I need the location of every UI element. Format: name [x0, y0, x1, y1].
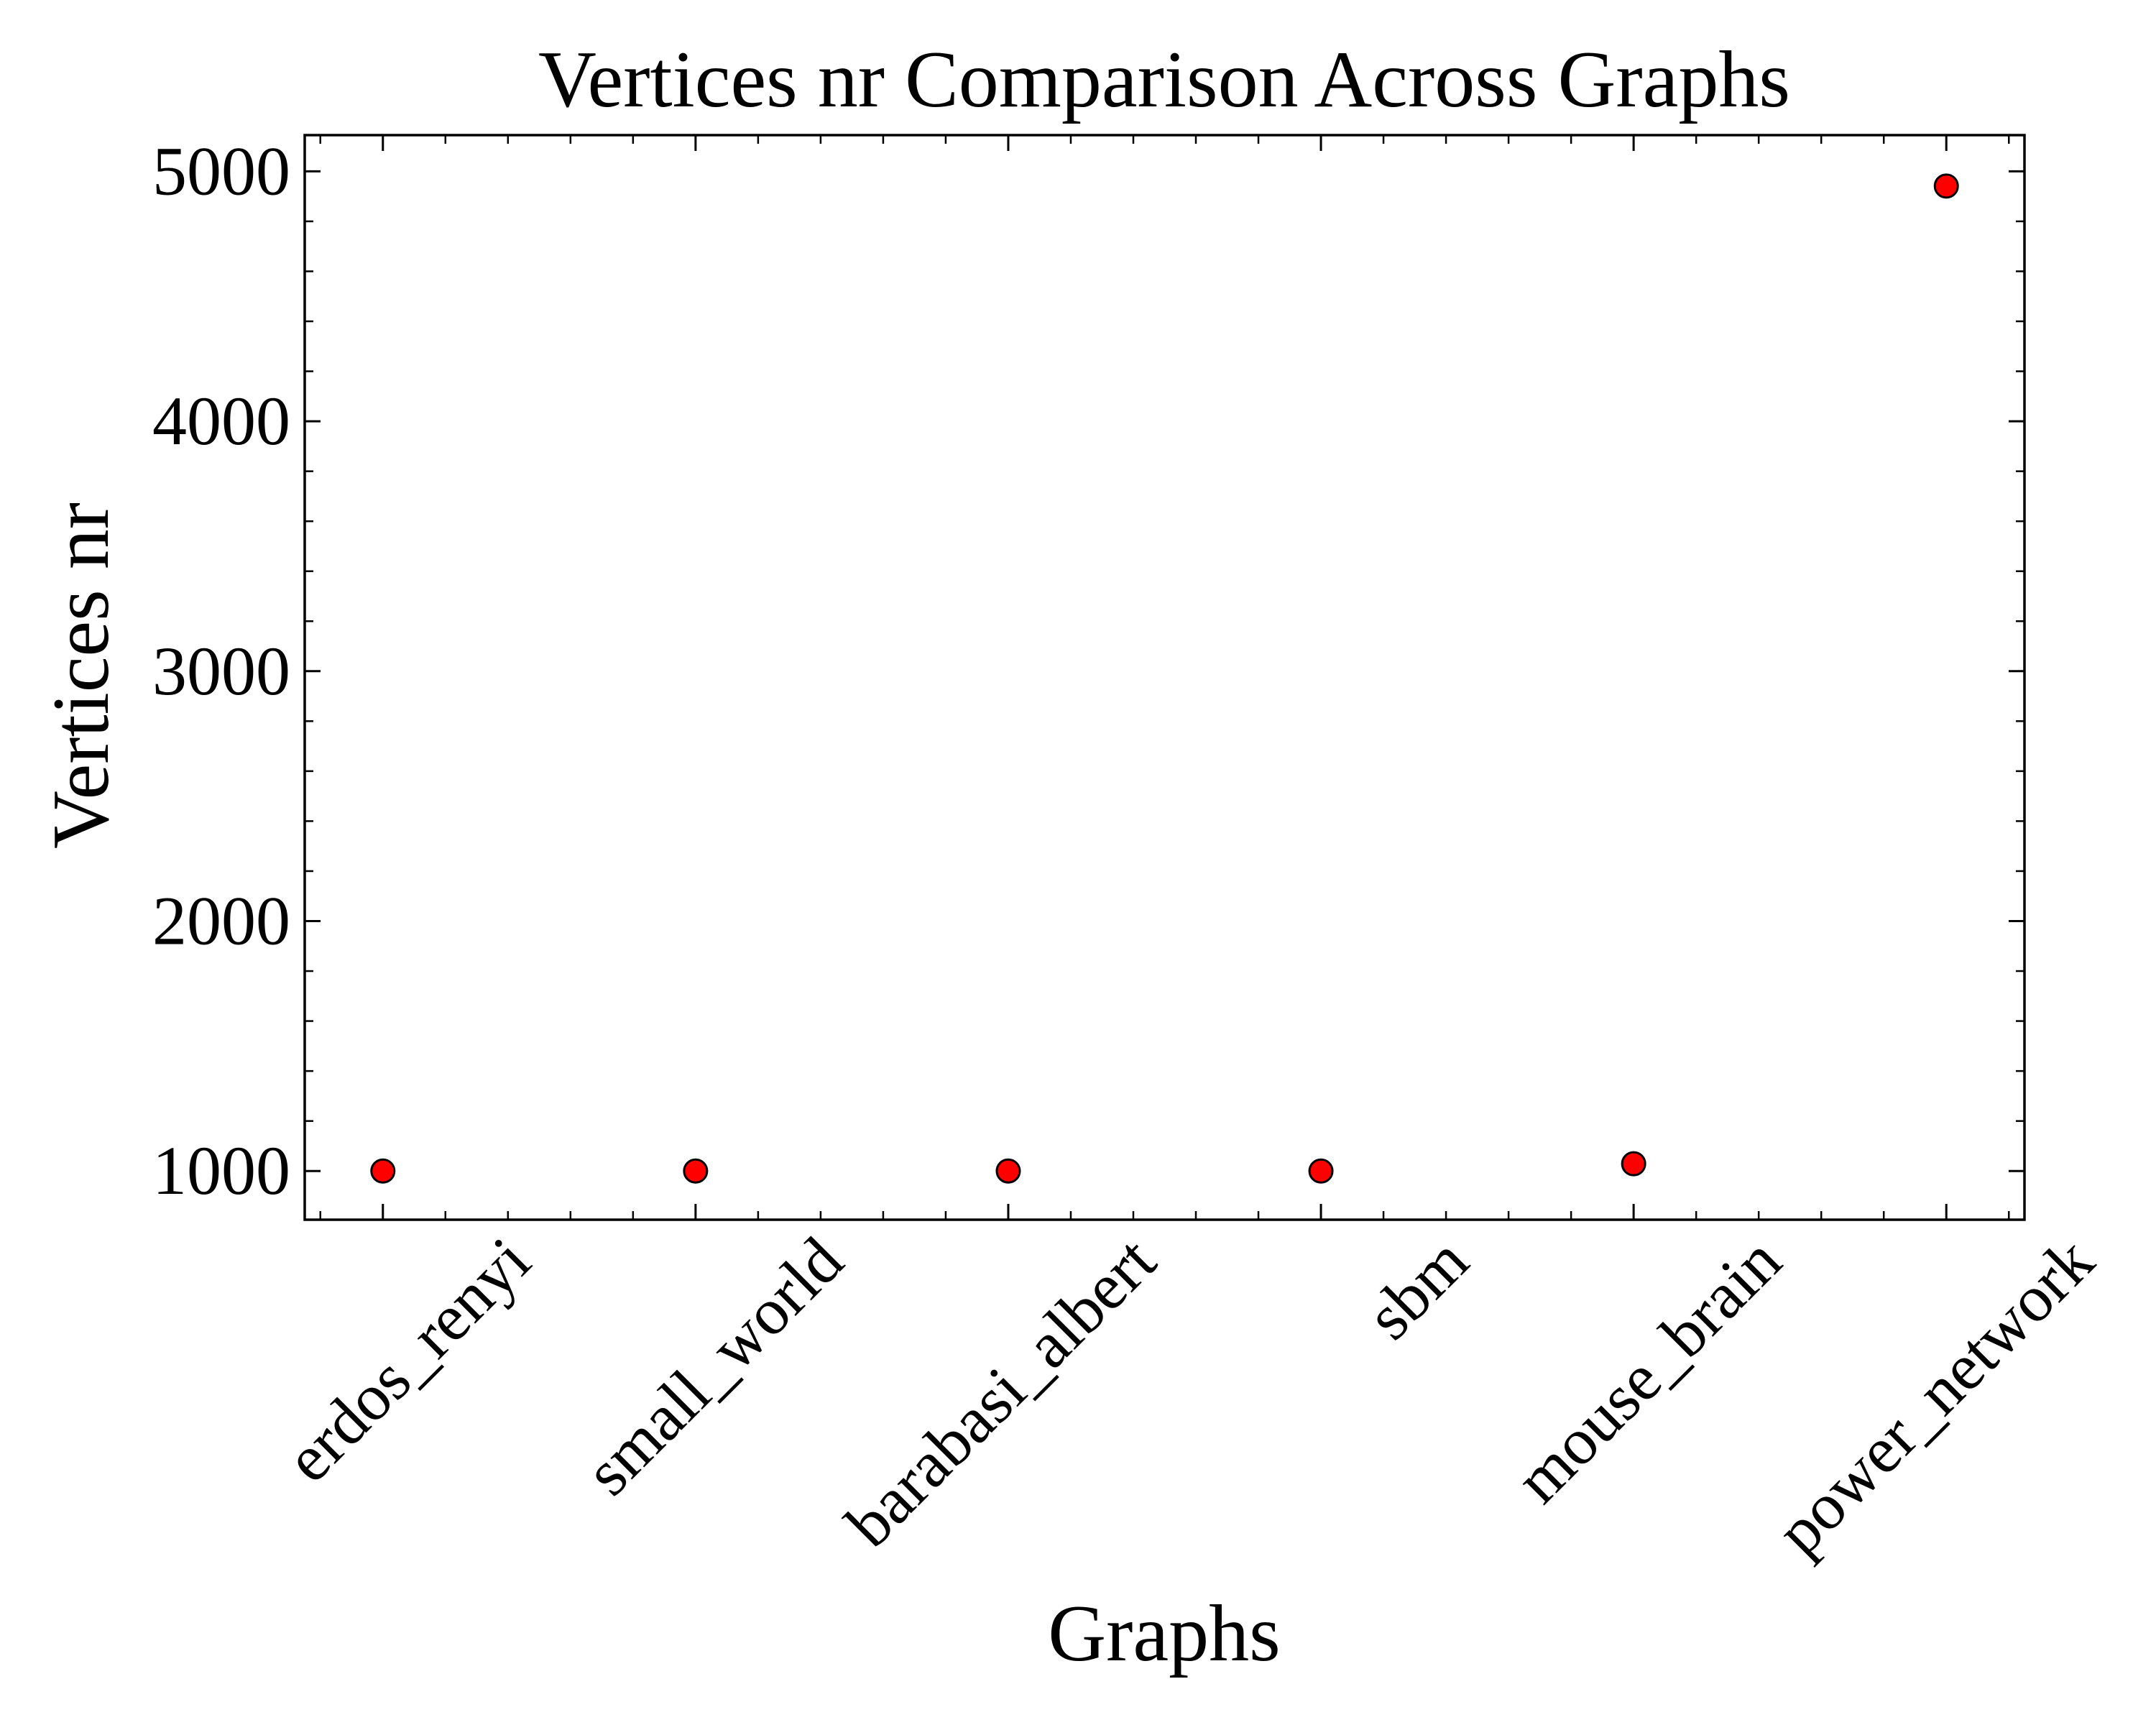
y-tick-label: 3000: [152, 632, 290, 709]
x-tick-label: mouse_brain: [1501, 1223, 1795, 1517]
y-tick-label: 2000: [152, 883, 290, 960]
y-tick-label: 4000: [152, 382, 290, 459]
chart-title: Vertices nr Comparison Across Graphs: [538, 35, 1790, 124]
y-tick-label: 1000: [152, 1132, 290, 1209]
y-tick-label: 5000: [152, 132, 290, 209]
x-tick-label: erdos_renyi: [272, 1223, 544, 1496]
y-axis-label: Vertices nr: [37, 502, 126, 849]
x-axis-label: Graphs: [1048, 1589, 1280, 1678]
axes-frame: [303, 134, 2026, 1221]
x-tick-label: power_network: [1762, 1223, 2107, 1568]
x-tick-label: barabasi_albert: [832, 1223, 1170, 1561]
plot-area: 1000 2000 3000 4000 5000 erdos_renyi small_wor…: [152, 132, 2107, 1568]
x-tick-label: small_world: [571, 1223, 857, 1509]
data-point-small_world: [683, 1158, 709, 1184]
data-point-sbm: [1308, 1158, 1334, 1184]
data-point-erdos_renyi: [370, 1158, 396, 1184]
x-tick-label: sbm: [1353, 1223, 1483, 1353]
data-point-power_network: [1933, 173, 1959, 199]
data-point-mouse_brain: [1621, 1151, 1646, 1177]
data-point-barabasi_albert: [995, 1158, 1021, 1184]
